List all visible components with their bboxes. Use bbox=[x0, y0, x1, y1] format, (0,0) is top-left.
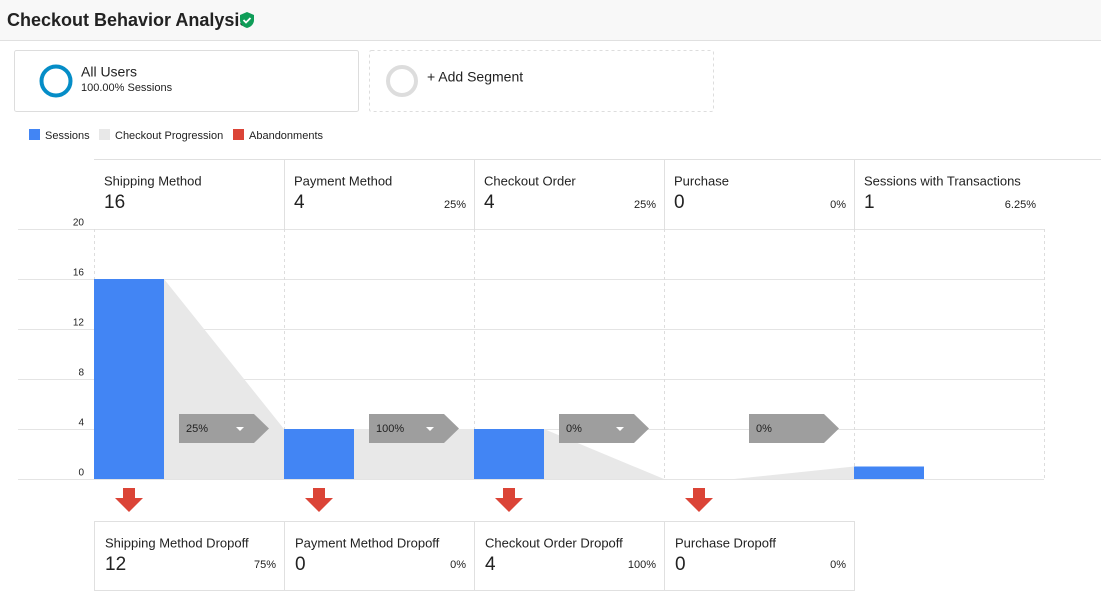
dropoff-value: 12 bbox=[105, 554, 126, 575]
progression-arrow bbox=[179, 414, 269, 443]
progression-arrow bbox=[749, 414, 839, 443]
segment-detail: 100.00% Sessions bbox=[81, 82, 173, 94]
dropoff-name: Shipping Method Dropoff bbox=[105, 535, 249, 550]
step-rate: 25% bbox=[634, 199, 656, 211]
dropoff-rate: 0% bbox=[830, 559, 846, 571]
step-sessions: 4 bbox=[484, 192, 495, 213]
legend-label: Sessions bbox=[45, 130, 90, 142]
dropoff-rate: 100% bbox=[628, 559, 656, 571]
dropoff-cell bbox=[664, 521, 855, 591]
page-title: Checkout Behavior Analysis bbox=[7, 10, 249, 30]
dropoff-value: 4 bbox=[485, 554, 496, 575]
dropoff-name: Payment Method Dropoff bbox=[295, 535, 440, 550]
abandon-arrow bbox=[495, 488, 523, 512]
add-segment-label[interactable]: + Add Segment bbox=[427, 69, 523, 85]
dropoff-cell bbox=[474, 521, 665, 591]
dropdown-caret bbox=[616, 427, 624, 431]
legend-swatch bbox=[233, 129, 244, 140]
dropoff-name: Checkout Order Dropoff bbox=[485, 535, 623, 550]
legend-swatch bbox=[99, 129, 110, 140]
dropoff-value: 0 bbox=[675, 554, 686, 575]
step-name: Sessions with Transactions bbox=[864, 173, 1021, 188]
step-rate: 6.25% bbox=[1005, 199, 1036, 211]
abandon-arrow bbox=[685, 488, 713, 512]
y-tick-label: 20 bbox=[73, 218, 85, 229]
segment-name: All Users bbox=[81, 64, 137, 80]
legend-label: Abandonments bbox=[249, 130, 323, 142]
add-segment-icon bbox=[386, 65, 418, 97]
progression-arrow bbox=[559, 414, 649, 443]
step-rate: 25% bbox=[444, 199, 466, 211]
session-bar bbox=[854, 466, 924, 479]
step-name: Payment Method bbox=[294, 173, 392, 188]
session-bar bbox=[474, 429, 544, 479]
progression-label: 0% bbox=[566, 423, 582, 435]
y-tick-label: 12 bbox=[73, 318, 85, 329]
step-name: Shipping Method bbox=[104, 173, 202, 188]
session-bar bbox=[94, 279, 164, 479]
dropoff-rate: 0% bbox=[450, 559, 466, 571]
add-segment[interactable] bbox=[369, 50, 714, 112]
progression-label: 0% bbox=[756, 423, 772, 435]
dropdown-caret bbox=[236, 427, 244, 431]
step-name: Checkout Order bbox=[484, 173, 576, 188]
y-tick-label: 4 bbox=[78, 418, 84, 429]
verified-icon bbox=[240, 12, 254, 28]
y-tick-label: 8 bbox=[78, 368, 84, 379]
step-sessions: 1 bbox=[864, 192, 875, 213]
progression-arrow bbox=[369, 414, 459, 443]
legend-swatch bbox=[29, 129, 40, 140]
y-tick-label: 16 bbox=[73, 268, 85, 279]
legend-label: Checkout Progression bbox=[115, 130, 223, 142]
dropoff-rate: 75% bbox=[254, 559, 276, 571]
step-rate: 0% bbox=[830, 199, 846, 211]
header-bar bbox=[0, 0, 1101, 40]
session-bar bbox=[284, 429, 354, 479]
dropoff-name: Purchase Dropoff bbox=[675, 535, 776, 550]
progression-label: 100% bbox=[376, 423, 404, 435]
step-sessions: 0 bbox=[674, 192, 685, 213]
step-sessions: 16 bbox=[104, 192, 125, 213]
dropoff-cell bbox=[284, 521, 475, 591]
dropdown-caret bbox=[426, 427, 434, 431]
segment-icon bbox=[39, 64, 73, 98]
abandon-arrow bbox=[115, 488, 143, 512]
abandon-arrow bbox=[305, 488, 333, 512]
step-sessions: 4 bbox=[294, 192, 305, 213]
progression-area bbox=[734, 466, 854, 479]
progression-label: 25% bbox=[186, 423, 208, 435]
dropoff-value: 0 bbox=[295, 554, 306, 575]
segment-card[interactable] bbox=[14, 50, 359, 112]
step-name: Purchase bbox=[674, 173, 729, 188]
y-tick-label: 0 bbox=[78, 468, 84, 479]
